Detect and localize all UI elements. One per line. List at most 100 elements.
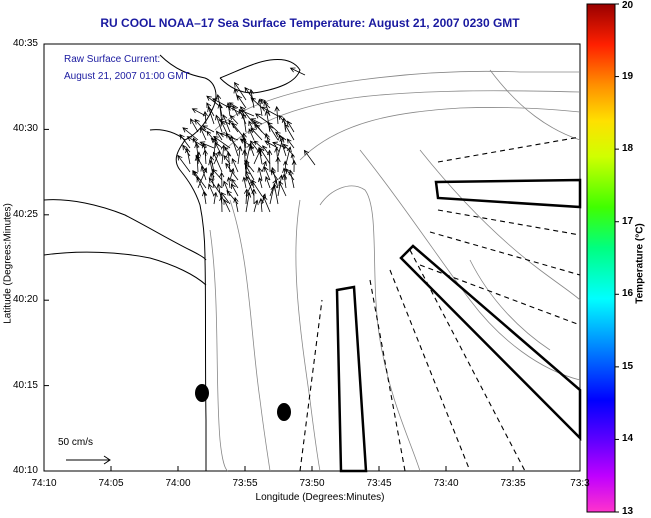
current-note-line2: August 21, 2007 01:00 GMT bbox=[64, 71, 190, 82]
current-vector bbox=[229, 115, 239, 125]
current-vector bbox=[200, 165, 207, 181]
colorbar-tick-label: 18 bbox=[622, 143, 634, 155]
current-vector bbox=[219, 171, 225, 189]
current-vector bbox=[259, 147, 271, 165]
current-vector bbox=[206, 95, 223, 109]
colorbar-tick-label: 17 bbox=[622, 215, 634, 227]
current-vector bbox=[192, 137, 199, 149]
current-vector bbox=[275, 156, 281, 173]
colorbar-tick-label: 14 bbox=[622, 433, 634, 445]
current-vector bbox=[202, 125, 215, 133]
x-tick-label: 73:35 bbox=[500, 478, 526, 489]
current-vector bbox=[285, 168, 295, 181]
current-vector bbox=[281, 173, 288, 189]
current-vector bbox=[261, 160, 267, 173]
current-vector bbox=[274, 131, 287, 141]
current-vector bbox=[194, 118, 207, 133]
current-vector bbox=[253, 140, 263, 149]
current-vector bbox=[220, 191, 231, 205]
y-tick-label: 40:25 bbox=[12, 208, 38, 220]
current-vector bbox=[258, 197, 264, 213]
surface-current-vectors bbox=[177, 67, 316, 213]
current-vector bbox=[263, 166, 271, 181]
current-vector bbox=[241, 132, 247, 149]
current-vector bbox=[211, 168, 223, 181]
current-vector bbox=[208, 159, 215, 181]
current-vector bbox=[278, 134, 287, 157]
current-vector bbox=[250, 118, 263, 125]
survey-boxes bbox=[335, 178, 582, 473]
current-vector bbox=[197, 167, 208, 189]
x-tick-label: 73:40 bbox=[433, 478, 459, 489]
current-vector bbox=[270, 166, 279, 189]
current-vector bbox=[231, 178, 239, 189]
x-tick-label: 73:45 bbox=[366, 478, 392, 489]
current-note-line1: Raw Surface Current: bbox=[64, 54, 161, 65]
current-vector bbox=[254, 124, 271, 141]
current-vector bbox=[212, 151, 223, 173]
current-vector bbox=[239, 106, 255, 125]
current-vector bbox=[253, 199, 259, 213]
current-vector bbox=[228, 102, 239, 109]
current-vector bbox=[249, 145, 255, 157]
current-vector bbox=[268, 125, 279, 141]
current-vector bbox=[288, 169, 295, 189]
current-vector bbox=[222, 114, 231, 133]
x-axis-label: Longitude (Degrees:Minutes) bbox=[255, 492, 385, 503]
current-vector bbox=[262, 145, 271, 157]
colorbar-tick-label: 13 bbox=[622, 506, 634, 517]
current-vector bbox=[245, 175, 255, 197]
current-vector bbox=[244, 159, 255, 173]
current-vector bbox=[194, 155, 200, 173]
current-vector bbox=[210, 137, 223, 149]
current-vector bbox=[263, 100, 271, 117]
current-vector bbox=[257, 166, 263, 181]
current-vector bbox=[216, 130, 223, 141]
current-vector bbox=[219, 195, 225, 213]
current-vector bbox=[286, 138, 295, 149]
current-vector bbox=[284, 123, 295, 141]
current-vector bbox=[266, 149, 273, 173]
current-vector bbox=[264, 175, 271, 189]
map-title: RU COOL NOAA–17 Sea Surface Temperature:… bbox=[100, 16, 520, 30]
current-vector bbox=[233, 196, 239, 213]
current-vector bbox=[237, 145, 243, 165]
colorbar-tick-label: 15 bbox=[622, 360, 634, 372]
current-vector bbox=[251, 188, 257, 205]
current-vector bbox=[230, 183, 239, 197]
current-vector bbox=[278, 180, 287, 197]
colorbar-tick-label: 20 bbox=[622, 0, 634, 11]
current-vector bbox=[177, 154, 191, 173]
current-vector bbox=[258, 177, 263, 189]
x-tick-label: 74:05 bbox=[98, 478, 124, 489]
current-vector bbox=[239, 138, 255, 149]
current-vector bbox=[264, 140, 279, 149]
y-tick-label: 40:10 bbox=[12, 465, 38, 476]
x-tick-label: 73:3 bbox=[570, 478, 590, 489]
current-vector bbox=[223, 199, 231, 213]
current-vector bbox=[209, 172, 215, 189]
current-vector bbox=[262, 195, 271, 213]
colorbar-ticks bbox=[615, 3, 619, 513]
current-vector bbox=[250, 127, 263, 141]
current-vector bbox=[199, 127, 207, 141]
current-vector bbox=[202, 110, 208, 125]
current-vector bbox=[272, 183, 279, 205]
radial-dashed-lines bbox=[299, 136, 581, 472]
current-vector bbox=[225, 162, 239, 181]
current-vector bbox=[202, 190, 208, 205]
current-vector bbox=[261, 193, 267, 205]
current-vector bbox=[199, 141, 215, 149]
x-tick-label: 74:00 bbox=[165, 478, 191, 489]
current-vector bbox=[218, 118, 231, 125]
current-vector bbox=[215, 114, 223, 133]
current-vector bbox=[274, 105, 280, 125]
colorbar-label: Temperature (°C) bbox=[634, 223, 646, 304]
current-vector bbox=[237, 94, 247, 109]
x-tick-label: 73:50 bbox=[299, 478, 325, 489]
temperature-colorbar bbox=[586, 3, 616, 513]
current-vector bbox=[182, 127, 199, 141]
x-tick-label: 73:55 bbox=[232, 478, 258, 489]
y-tick-label: 40:35 bbox=[12, 38, 38, 49]
